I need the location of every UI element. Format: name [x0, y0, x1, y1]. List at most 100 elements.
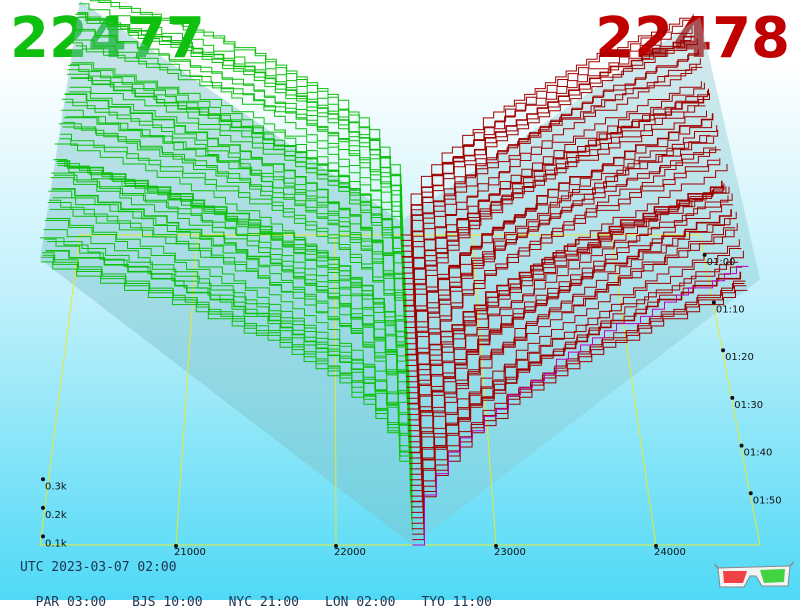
bid-depth-line: [46, 218, 411, 483]
ask-depth-line: [408, 164, 728, 432]
bid-depth-line: [44, 238, 412, 499]
ask-depth-line: [401, 40, 696, 263]
depth-tick-mark: [41, 505, 45, 510]
bid-depth-line: [47, 241, 411, 484]
ask-depth-line: [411, 250, 744, 519]
ask-depth-line: [405, 113, 714, 356]
bid-depth-line: [47, 202, 411, 472]
utc-time: UTC 2023-03-07 02:00: [20, 560, 177, 575]
chart-grid: [39, 234, 761, 546]
x-gridline: [334, 234, 337, 546]
ask-depth-line: [404, 135, 711, 345]
3d-glasses-icon: [714, 561, 794, 588]
time-tick-label: 01:50: [753, 495, 782, 506]
bid-depth-line: [42, 252, 413, 515]
x-gridline: [175, 234, 198, 546]
x-tick-label: 23000: [494, 547, 526, 558]
bid-depth-series: [40, 0, 413, 531]
ask-price: 22478: [595, 6, 790, 71]
time-tick-mark: [702, 252, 707, 257]
ask-depth-line: [403, 81, 702, 296]
bid-depth-line: [66, 73, 405, 326]
zone-beijing: BJS 10:00: [132, 595, 203, 610]
bid-depth-line: [40, 261, 413, 526]
bid-depth-line: [55, 159, 409, 413]
bid-depth-line: [73, 39, 404, 278]
ask-depth-line: [408, 186, 727, 426]
zone-new-york: NYC 21:00: [228, 595, 300, 610]
bid-depth-line: [68, 91, 405, 316]
zone-tokyo: TYO 11:00: [421, 595, 492, 610]
ask-depth-line: [400, 17, 691, 236]
ask-depth-line: [405, 136, 715, 361]
bid-depth-line: [62, 126, 407, 359]
bid-depth-line: [49, 208, 410, 456]
ask-depth-line: [412, 285, 747, 535]
bid-depth-line: [59, 138, 408, 380]
ask-depth-line: [411, 248, 742, 508]
x-tick-mark: [654, 544, 658, 548]
x-tick-mark: [334, 544, 338, 548]
ask-depth-line: [410, 271, 742, 503]
bid-surface: [40, 0, 413, 545]
time-zones: PAR 03:00 BJS 10:00 NYC 21:00 LON 02:00 TYO …: [20, 580, 518, 610]
bid-depth-line: [60, 133, 407, 375]
ask-depth-line: [405, 121, 713, 350]
ask-depth-line: [403, 66, 703, 301]
bid-depth-line: [53, 159, 409, 429]
ask-depth-line: [411, 266, 743, 513]
time-tick-label: 01:20: [725, 352, 754, 363]
ask-depth-line: [406, 158, 721, 394]
time-tick-mark: [711, 300, 716, 305]
ask-depth-line: [408, 186, 730, 443]
bid-depth-line: [75, 13, 403, 261]
x-gridline: [472, 234, 497, 546]
ask-depth-line: [406, 159, 719, 388]
x-gridline: [609, 234, 657, 546]
ask-depth-line: [408, 195, 729, 437]
bid-depth-line: [98, 0, 402, 240]
bid-depth-line: [70, 77, 405, 300]
bid-depth-line: [63, 117, 406, 348]
ask-depth-line: [404, 93, 710, 339]
ask-depth-line: [402, 53, 700, 285]
depth-panels: [40, 0, 760, 546]
bid-depth-line: [40, 237, 413, 531]
ask-depth-line: [404, 90, 708, 328]
x-tick-label: 22000: [334, 547, 366, 558]
zone-paris: PAR 03:00: [35, 595, 107, 610]
bid-depth-line: [78, 3, 402, 235]
time-tick-mark: [721, 348, 726, 353]
bid-depth-line: [41, 256, 413, 520]
ask-depth-line: [404, 110, 707, 323]
ask-depth-line: [410, 223, 738, 486]
bid-depth-line: [67, 69, 405, 321]
bid-depth-line: [77, 12, 403, 245]
ask-depth-line: [405, 146, 717, 372]
bid-depth-line: [73, 28, 403, 272]
bid-depth-line: [48, 190, 411, 466]
ask-depth-series: [400, 14, 749, 546]
ask-depth-line: [410, 239, 740, 497]
ask-depth-line: [401, 34, 692, 241]
bid-depth-line: [71, 42, 404, 288]
depth-tick-mark: [41, 534, 45, 539]
bid-depth-line: [52, 197, 410, 441]
ask-depth-line: [401, 27, 693, 247]
time-tick-mark: [739, 443, 744, 448]
ask-depth-line: [401, 35, 695, 258]
time-tick-label: 01:40: [744, 448, 773, 459]
bid-depth-line: [54, 143, 409, 418]
depth-tick-label: 0.2k: [45, 510, 67, 521]
x-tick-mark: [494, 544, 498, 548]
bid-depth-line: [61, 98, 407, 364]
bid-depth-line: [51, 172, 410, 445]
time-tick-mark: [748, 491, 753, 496]
floor-outline: [39, 234, 761, 546]
x-tick-label: 21000: [174, 547, 206, 558]
bid-depth-line: [64, 93, 406, 342]
axis-labels: 21000 22000 23000 24000 01:00 01:10 01:20 01:30…: [41, 252, 782, 558]
bid-depth-line: [49, 199, 411, 461]
time-tick-mark: [730, 395, 735, 400]
